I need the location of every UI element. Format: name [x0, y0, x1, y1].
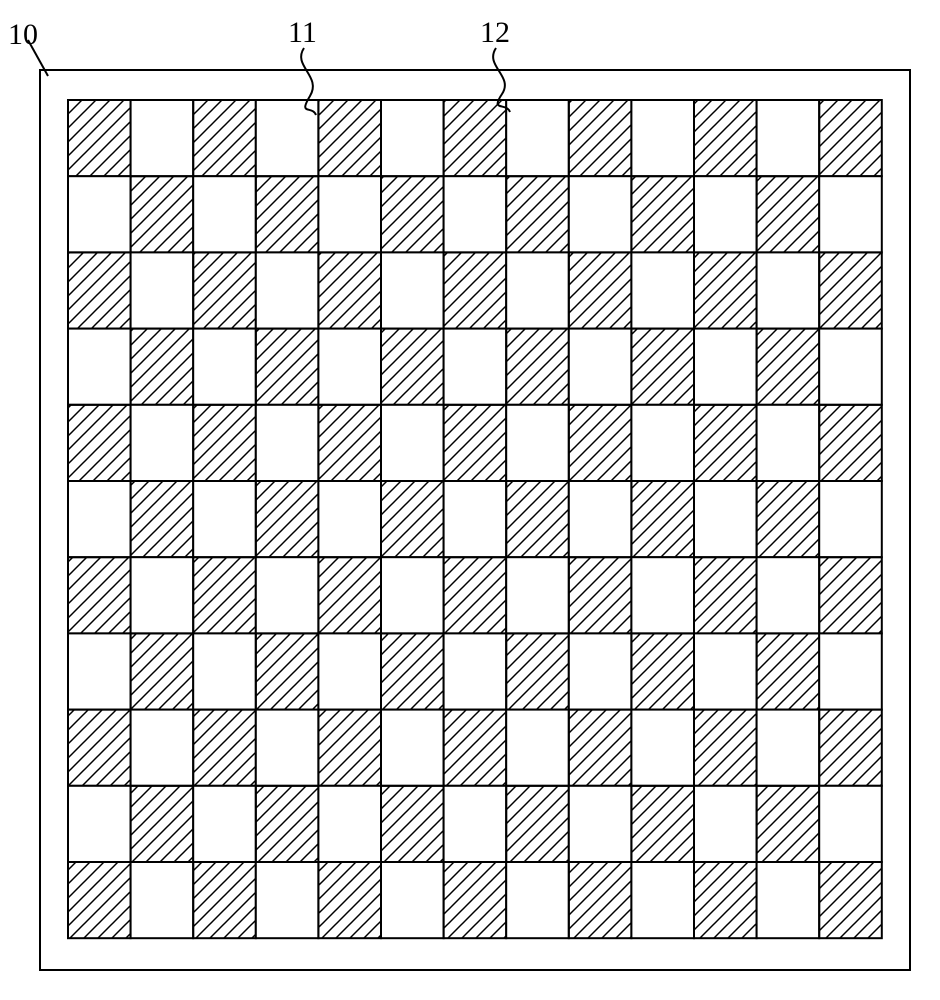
diagram-svg: [0, 0, 940, 1000]
diagram-container: 10 11 12: [0, 0, 940, 1000]
